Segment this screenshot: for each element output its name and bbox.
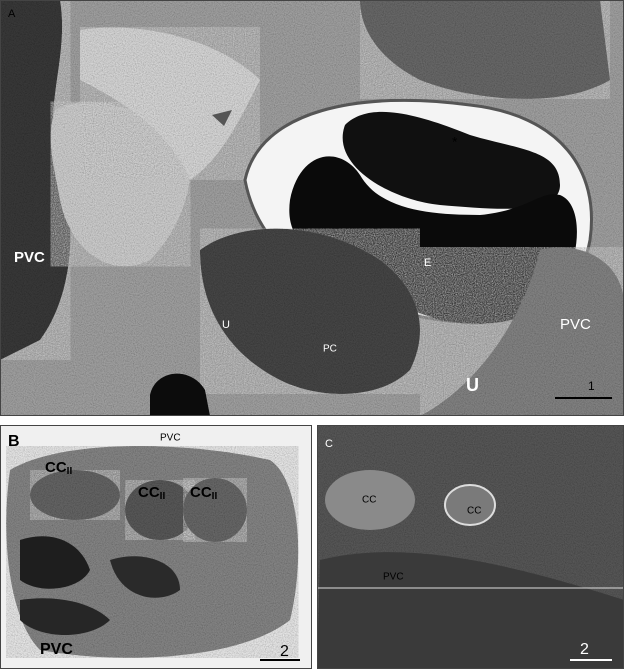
cc-cell bbox=[125, 480, 195, 540]
panel-letter: C bbox=[325, 438, 333, 450]
scale-label: 2 bbox=[580, 641, 589, 658]
label-main: CC bbox=[190, 484, 212, 501]
panel-letter: B bbox=[8, 433, 20, 450]
cc-cell bbox=[183, 478, 247, 542]
pvc-cell bbox=[1, 1, 71, 360]
panel-letter: A bbox=[8, 8, 16, 20]
label: CCII bbox=[190, 484, 217, 502]
label-main: CC bbox=[138, 484, 160, 501]
label: * bbox=[452, 134, 458, 150]
pvc-nucleus bbox=[20, 536, 90, 589]
label: E bbox=[424, 257, 431, 269]
label: CCII bbox=[138, 484, 165, 502]
erythrocyte bbox=[150, 373, 210, 415]
endothelial-cell bbox=[360, 1, 610, 99]
label: CC bbox=[362, 495, 376, 506]
scale-label: 2 bbox=[280, 643, 289, 660]
label: PVC bbox=[14, 249, 45, 266]
label: PVC bbox=[40, 641, 73, 658]
cc-cell bbox=[30, 470, 120, 520]
cytoplasm bbox=[80, 27, 260, 180]
label: PVC bbox=[560, 316, 591, 333]
cc-cell bbox=[444, 484, 496, 526]
arrow bbox=[212, 110, 232, 126]
label-main: CC bbox=[45, 459, 67, 476]
pvc-nucleus bbox=[20, 598, 110, 635]
pvc-cell bbox=[421, 247, 623, 415]
label: U bbox=[466, 375, 479, 395]
label: PC bbox=[323, 344, 337, 355]
label: CC bbox=[467, 506, 481, 517]
label: CCII bbox=[45, 459, 72, 477]
erythrocyte bbox=[342, 111, 560, 209]
pvc-surface bbox=[317, 552, 623, 668]
scale-label: 1 bbox=[588, 379, 595, 393]
panel-a bbox=[1, 1, 623, 415]
pvc-nucleus bbox=[110, 556, 180, 598]
label-sub: II bbox=[67, 466, 73, 477]
nucleus bbox=[50, 101, 191, 267]
cc-cell bbox=[325, 470, 415, 530]
label: PVC bbox=[160, 433, 181, 444]
label: PVC bbox=[383, 572, 404, 583]
label-sub: II bbox=[160, 491, 166, 502]
label-sub: II bbox=[212, 491, 218, 502]
pericyte bbox=[200, 228, 420, 394]
label: U bbox=[222, 319, 230, 331]
panel-b bbox=[1, 425, 311, 668]
panel-c bbox=[317, 425, 623, 668]
